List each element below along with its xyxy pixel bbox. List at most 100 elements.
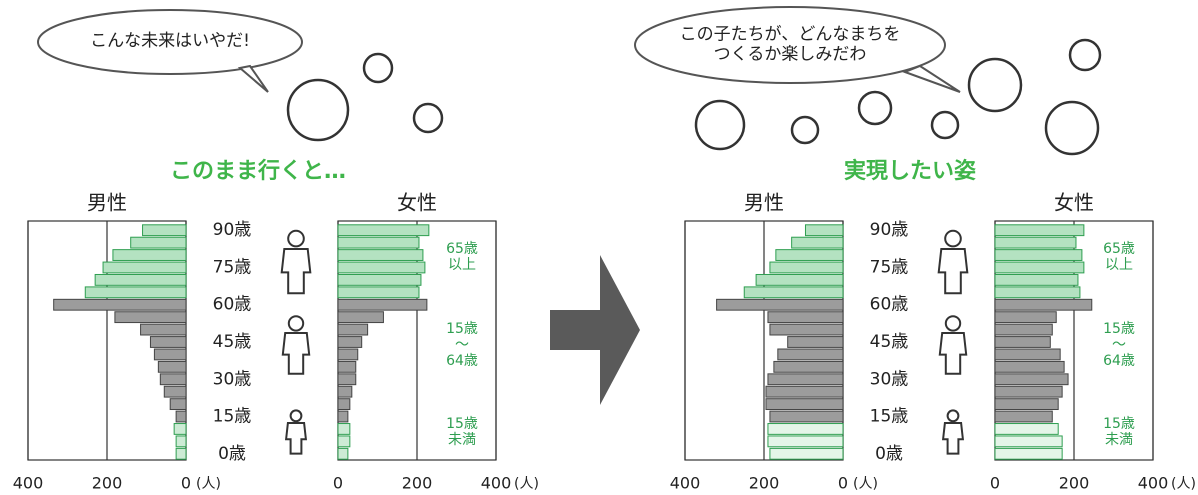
x-tick-label: 400 (481, 474, 512, 493)
bar (994, 385, 1063, 398)
bar (994, 261, 1085, 274)
bar (765, 385, 844, 398)
y-tick-label: 30歳 (870, 369, 909, 389)
series-name: 女性 (397, 191, 437, 215)
bar (159, 373, 187, 386)
speech-bubble (634, 6, 946, 84)
bar (769, 410, 844, 423)
bar (743, 286, 844, 299)
age-group-label: 15歳 未満 (1103, 415, 1135, 448)
y-tick-label: 60歳 (870, 295, 909, 315)
bar (337, 236, 420, 249)
x-tick-label: 0 (990, 474, 1000, 493)
bar (337, 286, 420, 299)
bar (175, 435, 187, 448)
panel-title: このまま行くと… (170, 158, 346, 184)
bar (112, 249, 187, 261)
person-icon (281, 315, 311, 375)
y-tick-label: 90歳 (213, 220, 252, 240)
x-tick-label: 0 (181, 474, 191, 493)
bar (337, 360, 357, 373)
bar (994, 336, 1051, 348)
x-tick-label: 200 (402, 474, 433, 493)
bar (337, 273, 422, 286)
bar (337, 423, 351, 435)
x-unit: (人) (853, 476, 878, 492)
x-tick-label: 0 (333, 474, 343, 493)
series-name: 男性 (744, 191, 784, 215)
x-unit: (人) (1171, 476, 1196, 492)
bar (755, 273, 844, 286)
bar (140, 323, 187, 336)
bar (775, 249, 844, 261)
person-icon (938, 315, 968, 375)
bar (337, 249, 424, 261)
bar (994, 410, 1053, 423)
bar (994, 298, 1093, 311)
bar (337, 385, 353, 398)
age-group-label: 15歳 未満 (446, 415, 478, 448)
bar (337, 261, 426, 274)
bar (804, 224, 844, 237)
x-tick-label: 200 (92, 474, 123, 493)
bar (94, 273, 187, 286)
bar (791, 236, 844, 249)
bar (84, 286, 187, 299)
bar (337, 311, 384, 324)
bar (994, 323, 1053, 336)
y-tick-label: 60歳 (213, 295, 252, 315)
bar (777, 348, 844, 361)
bar (994, 224, 1085, 237)
bar (102, 261, 187, 274)
bar (337, 336, 363, 348)
x-tick-label: 400 (1138, 474, 1169, 493)
bar (994, 373, 1069, 386)
bar (994, 423, 1059, 435)
x-tick-label: 0 (838, 474, 848, 493)
bar (337, 224, 430, 237)
bar (994, 360, 1065, 373)
y-tick-label: 30歳 (213, 369, 252, 389)
bar (337, 348, 359, 361)
bar (994, 435, 1063, 448)
bar (337, 435, 351, 448)
bar (787, 336, 844, 348)
age-group-label: 15歳 〜 64歳 (1103, 320, 1135, 370)
bar (337, 410, 349, 423)
x-tick-label: 400 (13, 474, 44, 493)
bar (175, 410, 187, 423)
bar (994, 398, 1059, 411)
y-tick-label: 15歳 (213, 407, 252, 427)
bar (765, 398, 844, 411)
x-tick-label: 200 (1059, 474, 1090, 493)
series-name: 女性 (1054, 191, 1094, 215)
bar (114, 311, 187, 324)
person-icon (280, 229, 312, 295)
bar (767, 423, 844, 435)
bar (994, 447, 1063, 460)
speech-text: この子たちが、どんなまちを つくるか楽しみだわ (679, 24, 901, 64)
bar (337, 373, 357, 386)
person-icon (937, 229, 969, 295)
bar (153, 348, 187, 361)
bar (994, 236, 1077, 249)
x-unit: (人) (514, 476, 539, 492)
bar (769, 447, 844, 460)
y-tick-label: 45歳 (213, 332, 252, 352)
bar (773, 360, 844, 373)
speech-bubble (37, 9, 303, 75)
bar (169, 398, 187, 411)
bar (163, 385, 187, 398)
bar (337, 298, 428, 311)
bar (767, 311, 844, 324)
x-tick-label: 200 (749, 474, 780, 493)
bar (53, 298, 187, 311)
bar (157, 360, 187, 373)
bubble-tail (237, 64, 269, 93)
bar (994, 249, 1083, 261)
bar (994, 286, 1081, 299)
speech-text: こんな未来はいやだ! (90, 31, 250, 52)
bar (767, 435, 844, 448)
panel-title: 実現したい姿 (844, 158, 976, 184)
